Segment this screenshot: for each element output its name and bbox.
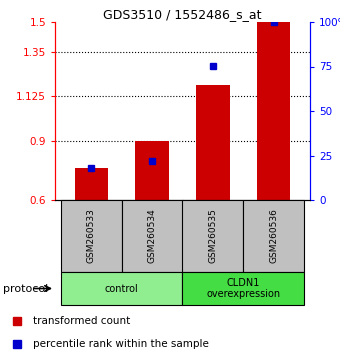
Bar xyxy=(61,272,183,305)
Bar xyxy=(257,22,290,200)
Bar xyxy=(122,200,183,272)
Text: percentile rank within the sample: percentile rank within the sample xyxy=(33,339,209,349)
Bar xyxy=(75,169,108,200)
Text: control: control xyxy=(105,284,139,293)
Text: GSM260534: GSM260534 xyxy=(148,209,157,263)
Text: GSM260533: GSM260533 xyxy=(87,209,96,263)
Text: protocol: protocol xyxy=(3,284,49,293)
Text: GSM260536: GSM260536 xyxy=(269,209,278,263)
Text: transformed count: transformed count xyxy=(33,316,131,326)
Bar xyxy=(196,85,230,200)
Bar xyxy=(135,141,169,200)
Text: GSM260535: GSM260535 xyxy=(208,209,217,263)
Bar xyxy=(61,200,122,272)
Bar xyxy=(183,200,243,272)
Title: GDS3510 / 1552486_s_at: GDS3510 / 1552486_s_at xyxy=(103,8,262,21)
Bar xyxy=(183,272,304,305)
Text: CLDN1
overexpression: CLDN1 overexpression xyxy=(206,278,280,299)
Bar xyxy=(243,200,304,272)
